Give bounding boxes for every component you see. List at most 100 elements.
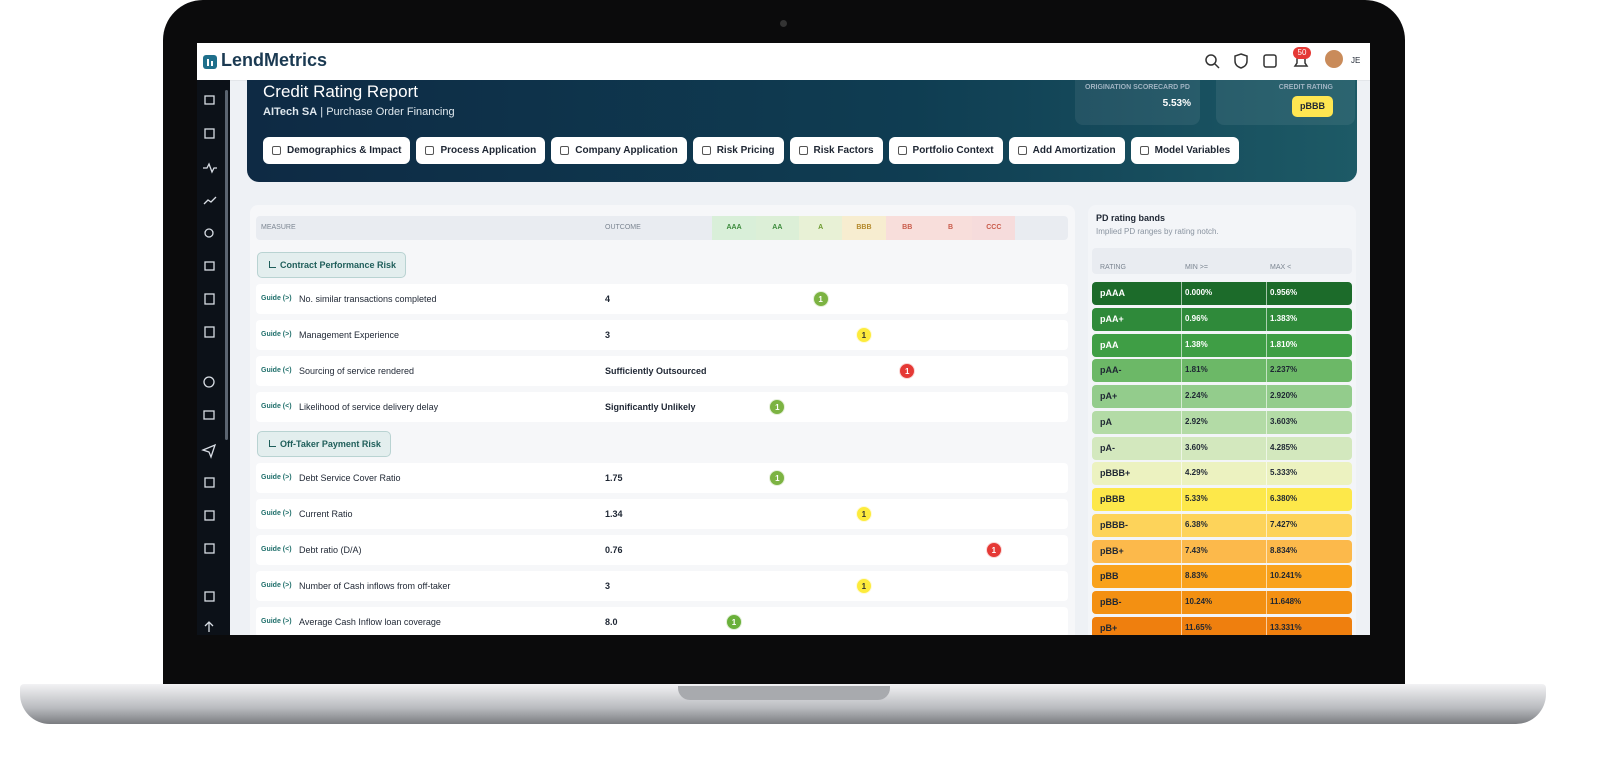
rating-header: CCC: [972, 216, 1016, 240]
outcome: 3: [605, 330, 611, 340]
guide-link[interactable]: Guide (>): [261, 510, 292, 517]
band-cell: 11.65%: [1185, 622, 1212, 632]
guide-link[interactable]: Guide (>): [261, 582, 292, 589]
bands-column-header: MIN >=: [1185, 264, 1208, 271]
band-cell: 0.96%: [1185, 313, 1208, 323]
top-bar: LendMetrics 50 JE: [197, 43, 1370, 81]
measure-header: MEASURE: [261, 224, 296, 231]
product: Purchase Order Financing: [326, 106, 455, 118]
bands-column-header: MAX <: [1270, 264, 1292, 271]
report-header: Credit Rating Report AITech SA | Purchas…: [247, 80, 1357, 182]
tab-icon: [272, 146, 281, 155]
table-row: [256, 535, 1068, 565]
rating-dot: 1: [726, 614, 742, 630]
band-cell: pBBB-: [1100, 519, 1128, 530]
group-icon: [269, 261, 276, 268]
band-divider: [1181, 282, 1182, 305]
nav-icons: [1205, 53, 1309, 69]
band-cell: 8.834%: [1270, 545, 1298, 555]
band-row: pA 2.92% 3.603%: [1092, 410, 1352, 434]
band-divider: [1181, 539, 1182, 563]
band-cell: 4.29%: [1185, 468, 1208, 478]
rating-box: CREDIT RATING pBBB: [1216, 80, 1355, 125]
table-row: [256, 571, 1068, 601]
brand: LendMetrics: [221, 50, 328, 70]
band-cell: pBB: [1100, 571, 1119, 582]
band-cell: 5.33%: [1185, 494, 1208, 503]
measure: Debt Service Cover Ratio: [299, 473, 401, 483]
group-icon: [269, 440, 276, 447]
tab-icon: [1017, 146, 1027, 155]
measure: Sourcing of service rendered: [299, 366, 415, 376]
band-cell: pAA+: [1100, 313, 1124, 324]
rating-dot: 1: [769, 470, 786, 486]
scorecard-box: ORIGINATION SCORECARD PD 5.53%: [1075, 80, 1200, 125]
rating-dot: 1: [855, 327, 872, 343]
band-cell: pBBB+: [1100, 468, 1131, 479]
rating-header: BB: [885, 216, 929, 240]
band-cell: 1.383%: [1270, 313, 1298, 323]
laptop-notch: [678, 686, 890, 700]
band-cell: pA: [1100, 416, 1112, 427]
table-row: [256, 499, 1068, 529]
tab[interactable]: Model Variables: [1130, 137, 1240, 164]
tab[interactable]: Demographics & Impact: [263, 137, 411, 164]
band-divider: [1266, 488, 1267, 511]
tab-icon: [701, 146, 711, 155]
band-cell: pAAA: [1100, 288, 1125, 298]
band-row: pBB 8.83% 10.241%: [1092, 565, 1352, 589]
band-row: pAA- 1.81% 2.237%: [1092, 359, 1352, 383]
band-cell: pBBB: [1100, 494, 1125, 504]
band-cell: 10.24%: [1185, 597, 1213, 606]
rating-pill: pBBB: [1292, 96, 1333, 117]
camera: [780, 20, 787, 27]
guide-link[interactable]: Guide (<): [261, 546, 292, 553]
band-cell: 2.92%: [1185, 416, 1208, 426]
band-cell: 7.43%: [1185, 545, 1208, 555]
band-cell: 13.331%: [1270, 622, 1302, 632]
tab[interactable]: Add Amortization: [1008, 137, 1125, 164]
band-cell: pAA-: [1100, 365, 1122, 376]
guide-link[interactable]: Guide (>): [261, 618, 292, 625]
band-cell: 10.241%: [1270, 571, 1302, 581]
tab[interactable]: Risk Factors: [789, 137, 883, 164]
rating-dot: 1: [899, 363, 916, 379]
tab[interactable]: Risk Pricing: [692, 137, 784, 164]
tab-icon: [798, 146, 808, 155]
band-divider: [1181, 359, 1182, 383]
tab[interactable]: Company Application: [551, 137, 687, 164]
band-divider: [1181, 410, 1182, 434]
band-cell: 2.24%: [1185, 391, 1208, 400]
tab-label: Model Variables: [1154, 145, 1231, 156]
tab-label: Demographics & Impact: [287, 145, 402, 156]
guide-link[interactable]: Guide (>): [261, 474, 292, 481]
band-divider: [1266, 282, 1267, 305]
company: AITech SA: [263, 106, 318, 118]
tab[interactable]: Portfolio Context: [888, 137, 1003, 164]
tab-icon: [1139, 146, 1149, 155]
report-subtitle: AITech SA | Purchase Order Financing: [263, 106, 455, 118]
tab-label: Risk Factors: [813, 145, 874, 156]
measures-card: MEASURE OUTCOME AAA AA A BBB BB B CCC Contract Pe…: [250, 205, 1075, 635]
rating-header: AAA: [712, 216, 756, 240]
notification-badge[interactable]: 50: [1293, 47, 1311, 59]
user-initials[interactable]: JE: [1351, 56, 1361, 65]
band-divider: [1266, 616, 1267, 635]
brand-logo: [203, 55, 217, 69]
guide-link[interactable]: Guide (>): [261, 295, 292, 302]
band-divider: [1181, 616, 1182, 635]
band-divider: [1266, 359, 1267, 383]
band-cell: 5.333%: [1270, 468, 1298, 478]
band-divider: [1266, 462, 1267, 486]
avatar[interactable]: [1325, 50, 1343, 68]
band-divider: [1181, 565, 1182, 589]
band-divider: [1266, 307, 1267, 331]
tab[interactable]: Process Application: [416, 137, 546, 164]
table-row: [256, 392, 1068, 422]
bands-subtitle: Implied PD ranges by rating notch.: [1096, 227, 1219, 236]
guide-link[interactable]: Guide (<): [261, 367, 292, 374]
measure: Number of Cash inflows from off-taker: [299, 581, 451, 591]
band-row: pAA 1.38% 1.810%: [1092, 333, 1352, 357]
guide-link[interactable]: Guide (>): [261, 331, 292, 338]
guide-link[interactable]: Guide (<): [261, 403, 292, 410]
